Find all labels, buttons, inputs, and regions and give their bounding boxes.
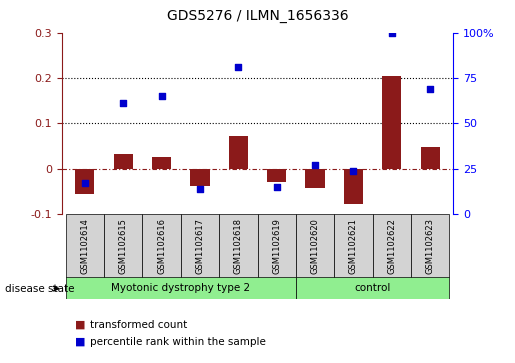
Bar [296, 214, 334, 278]
Point [234, 64, 243, 70]
Bar [373, 214, 411, 278]
Text: GSM1102623: GSM1102623 [426, 218, 435, 274]
Text: Myotonic dystrophy type 2: Myotonic dystrophy type 2 [111, 283, 250, 293]
Point [426, 86, 434, 92]
Text: GSM1102618: GSM1102618 [234, 218, 243, 274]
Text: transformed count: transformed count [90, 320, 187, 330]
Point [272, 184, 281, 190]
Text: GSM1102619: GSM1102619 [272, 218, 281, 274]
Point [81, 180, 89, 186]
Bar [114, 154, 133, 169]
Bar [411, 214, 450, 278]
Text: GSM1102614: GSM1102614 [80, 218, 89, 274]
Point [158, 93, 166, 99]
Bar [421, 147, 440, 169]
Bar [258, 214, 296, 278]
Bar [65, 277, 296, 299]
Text: percentile rank within the sample: percentile rank within the sample [90, 337, 266, 347]
Bar [142, 214, 181, 278]
Text: GSM1102622: GSM1102622 [387, 218, 397, 274]
Bar [65, 214, 104, 278]
Text: GSM1102620: GSM1102620 [311, 218, 320, 274]
Bar [75, 169, 94, 194]
Bar [229, 136, 248, 169]
Text: ■: ■ [75, 337, 85, 347]
Bar [104, 214, 142, 278]
Bar [296, 277, 450, 299]
Bar [152, 156, 171, 169]
Point [119, 101, 127, 106]
Point [311, 162, 319, 168]
Text: disease state: disease state [5, 284, 75, 294]
Point [388, 30, 396, 36]
Point [349, 168, 357, 174]
Bar [334, 214, 373, 278]
Bar [305, 169, 324, 188]
Bar [181, 214, 219, 278]
Text: GSM1102617: GSM1102617 [195, 218, 204, 274]
Text: GDS5276 / ILMN_1656336: GDS5276 / ILMN_1656336 [167, 9, 348, 23]
Bar [382, 76, 401, 169]
Bar [219, 214, 258, 278]
Bar [267, 169, 286, 182]
Text: GSM1102621: GSM1102621 [349, 218, 358, 274]
Bar [344, 169, 363, 204]
Text: GSM1102615: GSM1102615 [118, 218, 128, 274]
Text: ■: ■ [75, 320, 85, 330]
Text: GSM1102616: GSM1102616 [157, 218, 166, 274]
Bar [191, 169, 210, 186]
Point [196, 186, 204, 192]
Text: control: control [354, 283, 391, 293]
